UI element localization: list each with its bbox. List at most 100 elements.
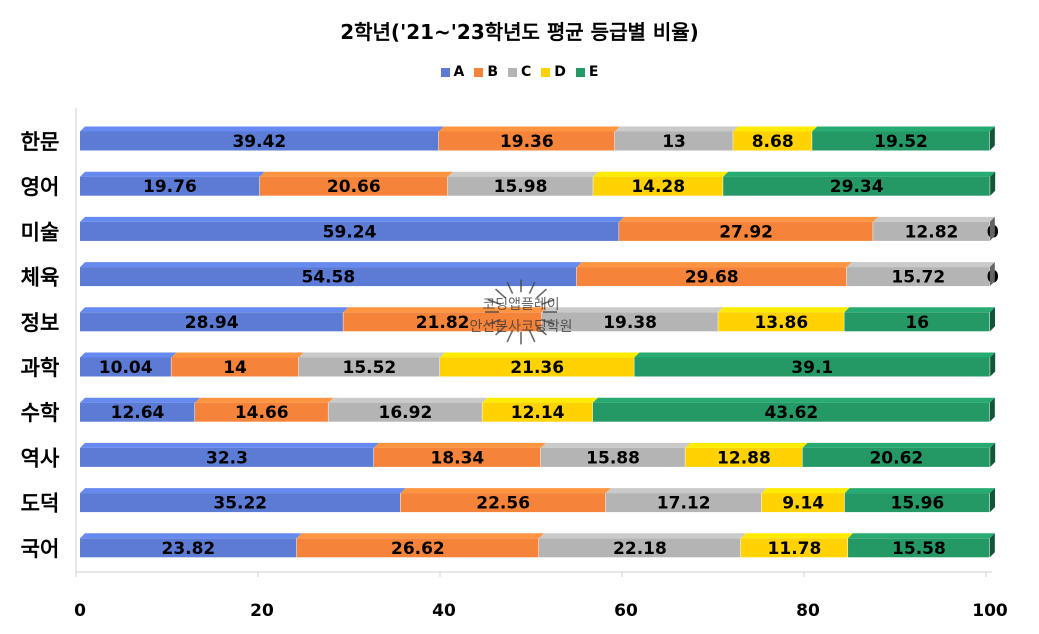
bar-segment-e (634, 352, 996, 377)
legend-item-a: A (440, 64, 465, 80)
bar (740, 538, 849, 558)
data-label: 22.56 (476, 494, 530, 514)
data-label: 59.24 (323, 222, 377, 242)
bar-segment-a (80, 216, 625, 241)
bar-segment-c (328, 397, 488, 422)
data-label: 16 (905, 313, 929, 333)
bar-segment-a (80, 171, 265, 196)
bar-top-face (328, 397, 488, 403)
bar-top-face (80, 533, 302, 539)
bar-segment-a (80, 488, 406, 513)
bar (80, 131, 439, 151)
bar-top-face (343, 307, 547, 313)
bar-segment-c (873, 216, 995, 241)
bar (80, 312, 344, 332)
data-label: 19.36 (500, 132, 554, 152)
bar-top-face (80, 216, 625, 222)
x-tick-label: 80 (796, 601, 820, 621)
data-label: 12.14 (511, 403, 565, 423)
bar-segment-c (605, 488, 767, 513)
bar (80, 267, 577, 287)
bar (844, 312, 990, 332)
legend-item-e: E (575, 64, 599, 80)
data-label: 29.68 (685, 268, 739, 288)
data-label: 15.98 (494, 177, 548, 197)
bar-side-face (990, 442, 996, 467)
legend-swatch (575, 67, 585, 77)
data-label: 17.12 (657, 494, 711, 514)
bar-segment-e (844, 307, 995, 332)
bar (298, 357, 440, 377)
data-label: 15.96 (890, 494, 944, 514)
bar-top-face (540, 442, 691, 448)
bar-segment-c (539, 533, 746, 558)
bar-top-face (873, 216, 995, 222)
bar (541, 312, 719, 332)
category-label: 국어 (21, 537, 60, 561)
data-label: 8.68 (752, 132, 794, 152)
bar-top-face (171, 352, 304, 358)
bar-segment-a (80, 126, 444, 151)
data-label: 19.76 (143, 177, 197, 197)
watermark-burst-icon (485, 279, 557, 345)
bar-segment-b (195, 397, 334, 422)
legend-swatch (541, 67, 551, 77)
data-label: 32.3 (206, 448, 248, 468)
x-tick-label: 20 (250, 601, 274, 621)
bar-segment-b (400, 488, 611, 513)
category-label: 체육 (21, 266, 60, 290)
bar (80, 538, 297, 558)
bar-segment-a (80, 262, 582, 287)
bar (328, 402, 483, 422)
bar-segment-d (482, 397, 598, 422)
bar-segment-c (447, 171, 599, 196)
bar-top-face (844, 307, 995, 313)
bar-segment-c (540, 442, 691, 467)
bar-top-face (541, 307, 724, 313)
data-label: 23.82 (161, 539, 215, 559)
bar-top-face (80, 171, 265, 177)
bar (723, 176, 991, 196)
bar (539, 538, 741, 558)
data-label: 14.66 (235, 403, 289, 423)
legend-swatch (474, 67, 484, 77)
bar (80, 357, 172, 377)
data-label: 15.58 (892, 539, 946, 559)
data-label: 21.36 (510, 358, 564, 378)
bar-top-face (619, 216, 879, 222)
bar (614, 131, 734, 151)
bar-segment-e (812, 126, 995, 151)
data-label: 28.94 (185, 313, 239, 333)
category-label: 과학 (21, 356, 60, 380)
bar-top-face (761, 488, 850, 494)
data-label: 14 (223, 358, 247, 378)
bar-segment-a (80, 307, 349, 332)
data-label: 26.62 (391, 539, 445, 559)
category-label: 미술 (21, 220, 60, 244)
bar (605, 493, 762, 513)
data-label: 10.04 (99, 358, 153, 378)
bar (733, 131, 813, 151)
bar-top-face (373, 442, 546, 448)
data-label: 12.88 (717, 448, 771, 468)
bar-segment-d (761, 488, 850, 513)
bar-top-face (740, 533, 854, 539)
bar-top-face (592, 397, 995, 403)
data-label: 39.1 (791, 358, 833, 378)
data-label: 16.92 (379, 403, 433, 423)
bar-top-face (80, 352, 177, 358)
bar-top-face (802, 442, 996, 448)
data-label: 19.38 (603, 313, 657, 333)
bar-side-face (990, 171, 996, 196)
bar-top-face (447, 171, 599, 177)
bar (540, 447, 686, 467)
data-label: 27.92 (719, 222, 773, 242)
legend-label: A (453, 64, 465, 80)
bar (447, 176, 594, 196)
data-label: 39.42 (232, 132, 286, 152)
data-label: 21.82 (416, 313, 470, 333)
bar-top-face (296, 533, 545, 539)
bar (848, 538, 990, 558)
data-label: 20.62 (869, 448, 923, 468)
